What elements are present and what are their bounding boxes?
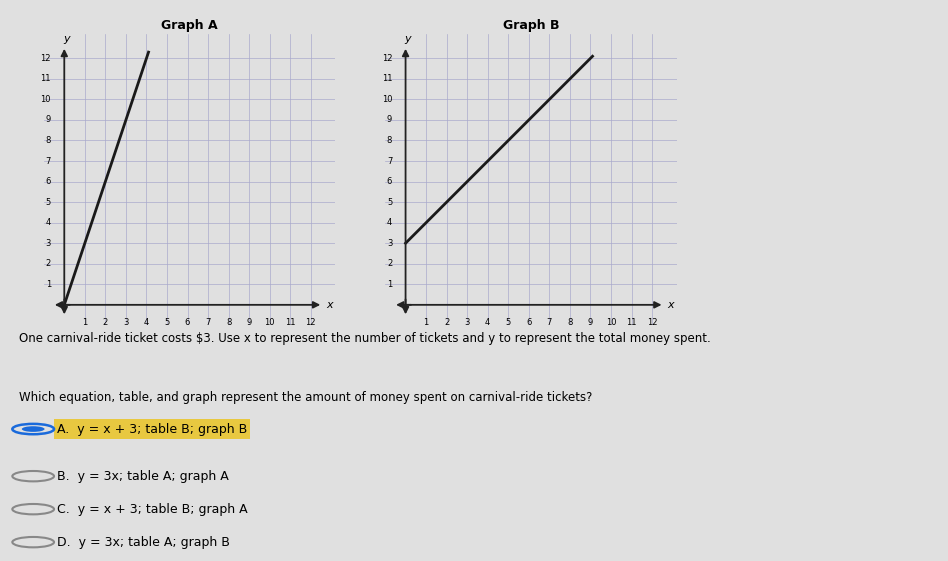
Text: x: x [667,300,674,310]
Text: 5: 5 [505,318,511,327]
Text: 2: 2 [46,259,51,268]
Text: 12: 12 [41,54,51,63]
Text: 6: 6 [185,318,191,327]
Text: 9: 9 [246,318,252,327]
Text: 10: 10 [606,318,616,327]
Text: B.  y = 3x; table A; graph A: B. y = 3x; table A; graph A [57,470,228,482]
Text: 1: 1 [82,318,87,327]
Text: 10: 10 [264,318,275,327]
Text: 8: 8 [226,318,231,327]
Title: Graph B: Graph B [502,20,559,33]
Text: One carnival-ride ticket costs $3. Use x to represent the number of tickets and : One carnival-ride ticket costs $3. Use x… [19,333,711,346]
Title: Graph A: Graph A [161,20,218,33]
Text: 9: 9 [588,318,593,327]
Text: 11: 11 [627,318,637,327]
Text: 12: 12 [382,54,392,63]
Text: 6: 6 [387,177,392,186]
Text: 8: 8 [46,136,51,145]
Text: C.  y = x + 3; table B; graph A: C. y = x + 3; table B; graph A [57,503,247,516]
Text: 2: 2 [102,318,108,327]
Text: 7: 7 [547,318,552,327]
Text: 4: 4 [485,318,490,327]
Text: 10: 10 [41,95,51,104]
Text: y: y [404,34,410,44]
Text: 11: 11 [382,75,392,84]
Text: 3: 3 [123,318,129,327]
Text: D.  y = 3x; table A; graph B: D. y = 3x; table A; graph B [57,536,229,549]
Text: 7: 7 [206,318,210,327]
Text: 6: 6 [46,177,51,186]
Text: 3: 3 [46,238,51,248]
Text: 8: 8 [387,136,392,145]
Text: A.  y = x + 3; table B; graph B: A. y = x + 3; table B; graph B [57,422,247,435]
Text: 2: 2 [387,259,392,268]
Text: 2: 2 [444,318,449,327]
Text: 7: 7 [387,157,392,165]
Text: 10: 10 [382,95,392,104]
Text: 4: 4 [46,218,51,227]
Text: 4: 4 [144,318,149,327]
Text: 3: 3 [465,318,470,327]
Text: 12: 12 [647,318,657,327]
Circle shape [22,426,45,432]
Text: 3: 3 [387,238,392,248]
Text: x: x [326,300,333,310]
Text: 9: 9 [387,116,392,125]
Text: 7: 7 [46,157,51,165]
Text: y: y [63,34,69,44]
Text: Which equation, table, and graph represent the amount of money spent on carnival: Which equation, table, and graph represe… [19,392,592,404]
Text: 12: 12 [305,318,316,327]
Text: 5: 5 [387,197,392,206]
Text: 5: 5 [46,197,51,206]
Text: 5: 5 [164,318,170,327]
Text: 4: 4 [387,218,392,227]
Text: 1: 1 [424,318,428,327]
Text: 8: 8 [567,318,573,327]
Text: 6: 6 [526,318,532,327]
Text: 11: 11 [41,75,51,84]
Text: 9: 9 [46,116,51,125]
Text: 1: 1 [387,280,392,289]
Text: 1: 1 [46,280,51,289]
Text: 11: 11 [285,318,296,327]
